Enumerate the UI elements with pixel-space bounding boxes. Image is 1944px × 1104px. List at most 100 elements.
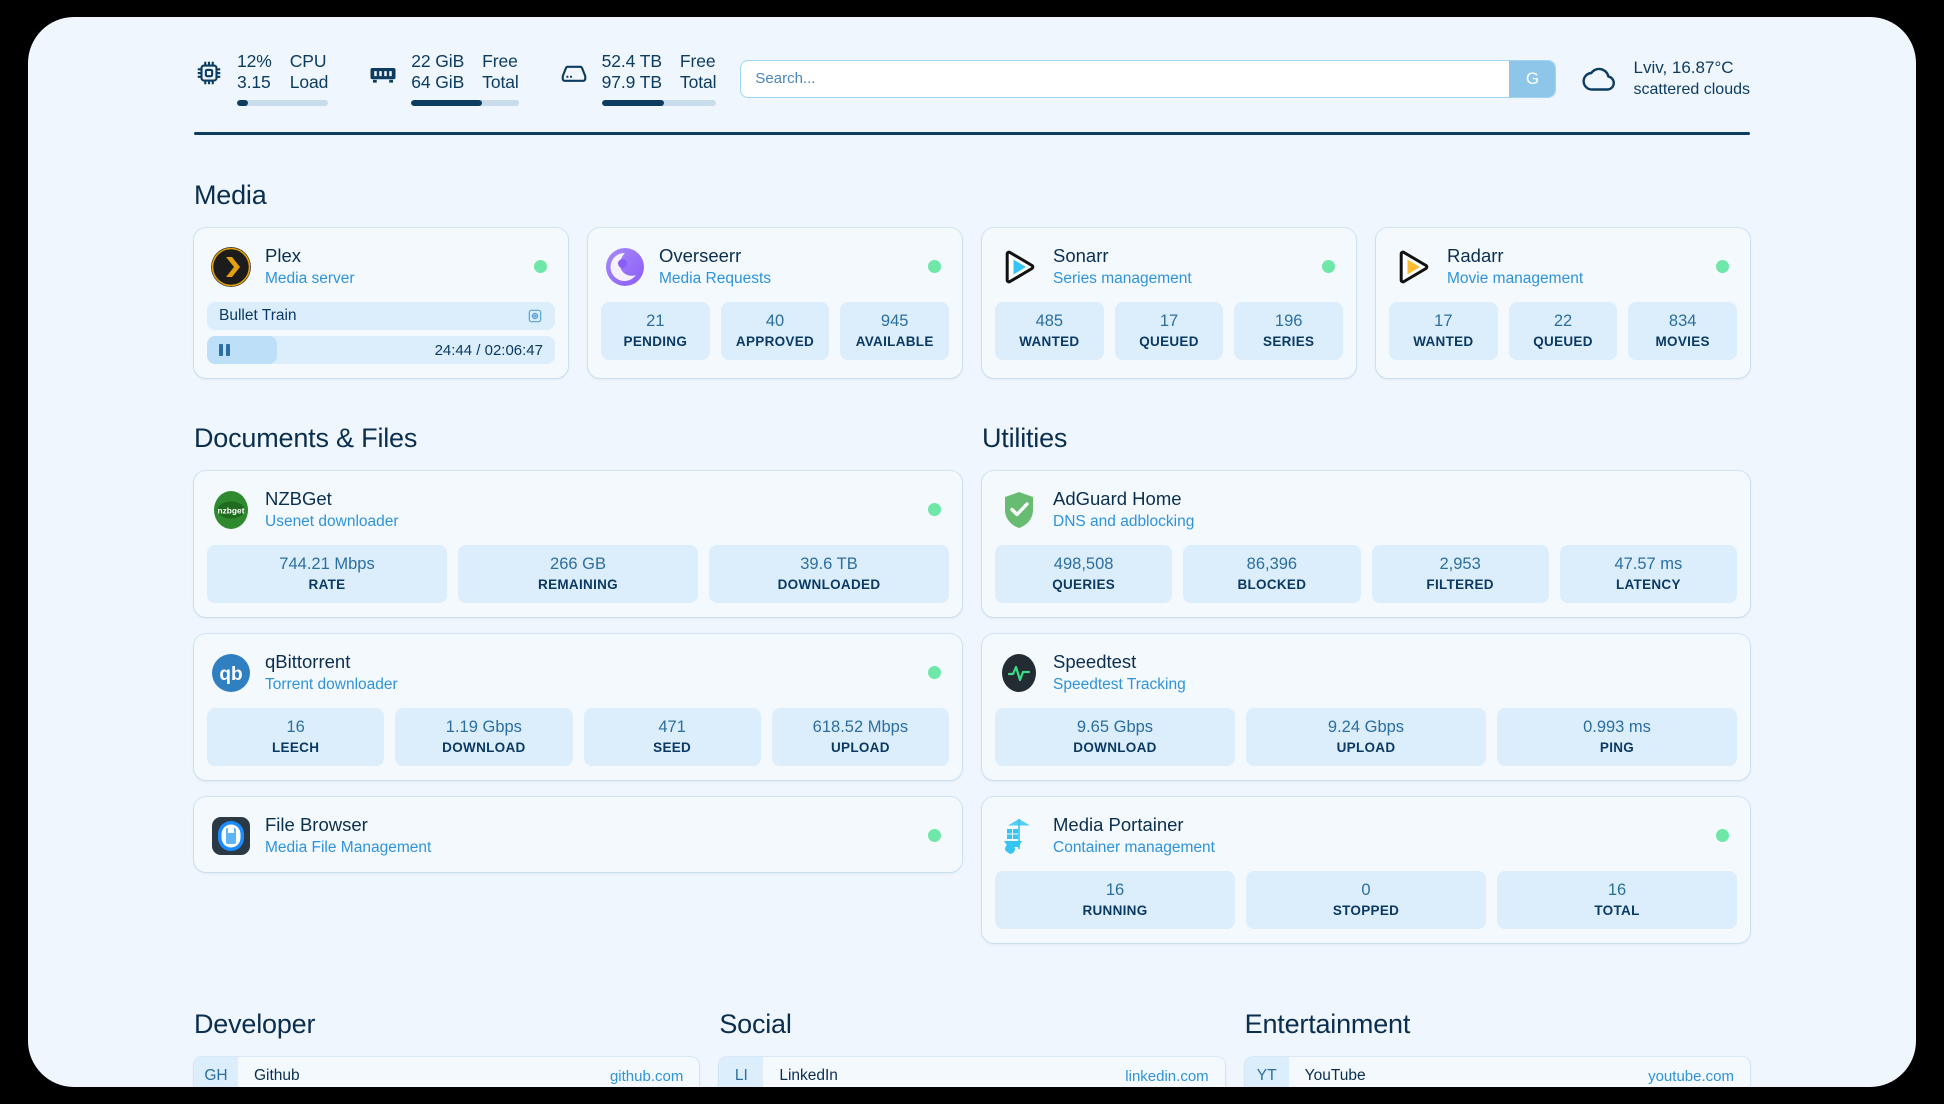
disk-free-value: 52.4 TB — [601, 51, 662, 71]
app-card-qbittorrent[interactable]: qb qBittorrent Torrent downloader 16 LEE… — [194, 634, 962, 780]
search-area: G — [716, 59, 1580, 98]
playback-time: 24:44 / 02:06:47 — [434, 341, 543, 359]
cpu-label-bottom: Load — [289, 72, 329, 92]
now-playing-title: Bullet Train — [219, 307, 297, 324]
app-name: Media Portainer — [1053, 814, 1184, 835]
dashboard-page: 12% 3.15 CPU Load — [28, 17, 1916, 1087]
app-card-radarr[interactable]: Radarr Movie management 17 WANTED 22 QUE… — [1376, 228, 1750, 378]
disk-label-bottom: Total — [679, 72, 717, 92]
stat-tile: 618.52 Mbps UPLOAD — [771, 708, 949, 766]
memory-usage-bar — [411, 100, 519, 106]
stat-tile: 834 MOVIES — [1628, 302, 1738, 360]
overseerr-icon — [605, 247, 645, 287]
app-name: Radarr — [1447, 245, 1504, 266]
section-title-utilities: Utilities — [982, 423, 1068, 453]
stat-value: 9.65 Gbps — [1076, 718, 1154, 736]
stat-tile: 2,953 FILTERED — [1371, 545, 1549, 603]
disk-total-value: 97.9 TB — [601, 72, 662, 92]
disk-usage-bar — [601, 100, 717, 106]
stat-label: TOTAL — [1594, 903, 1640, 918]
bookmark-group-developer: Developer GH Github github.com SO StackO… — [194, 1009, 700, 1087]
stat-label: MOVIES — [1655, 334, 1710, 349]
status-dot-online — [928, 260, 941, 273]
app-name: NZBGet — [265, 488, 332, 509]
status-dot-online — [1322, 260, 1335, 273]
disk-label-top: Free — [679, 51, 716, 71]
section-media: Media Plex Medi — [194, 180, 1750, 378]
stat-label: FILTERED — [1426, 577, 1494, 592]
stat-value: 17 — [1434, 312, 1453, 330]
stat-tile: 945 AVAILABLE — [840, 302, 950, 360]
app-subtitle: Container management — [1053, 839, 1215, 856]
stat-label: SEED — [653, 740, 692, 755]
stat-tile: 47.57 ms LATENCY — [1559, 545, 1737, 603]
stat-label: APPROVED — [735, 334, 815, 349]
stat-value: 16 — [1105, 881, 1125, 899]
status-dot-online — [928, 666, 941, 679]
stat-value: 40 — [765, 312, 785, 330]
bookmark-abbr: GH — [194, 1057, 238, 1087]
app-name: File Browser — [265, 814, 368, 835]
stat-tile: 196 SERIES — [1234, 302, 1344, 360]
stat-tile: 0.993 ms PING — [1497, 708, 1737, 766]
section-utilities: Utilities AdGuard Home DNS and adblocki — [982, 423, 1750, 943]
app-name: Sonarr — [1053, 245, 1109, 266]
app-subtitle: Media server — [265, 270, 355, 287]
stat-label: QUEUED — [1139, 334, 1199, 349]
stat-value: 834 — [1668, 312, 1697, 330]
search-input[interactable] — [741, 60, 1510, 97]
app-card-speedtest[interactable]: Speedtest Speedtest Tracking 9.65 Gbps D… — [982, 634, 1750, 780]
section-documents: Documents & Files nzbget NZBGet — [194, 423, 962, 872]
cpu-label-top: CPU — [289, 51, 327, 71]
bookmarks-area: Developer GH Github github.com SO StackO… — [194, 1009, 1750, 1087]
bookmark-item[interactable]: YT YouTube youtube.com — [1244, 1057, 1750, 1087]
search-engine-button[interactable]: G — [1509, 60, 1556, 97]
app-card-adguard-home[interactable]: AdGuard Home DNS and adblocking 498,508 … — [982, 471, 1750, 617]
status-dot-online — [1716, 260, 1729, 273]
stat-value: 1.19 Gbps — [445, 718, 522, 736]
stat-tile: 471 SEED — [583, 708, 761, 766]
app-card-media-portainer[interactable]: Media Portainer Container management 16 … — [982, 797, 1750, 943]
cast-icon[interactable] — [527, 308, 543, 324]
app-card-overseerr[interactable]: Overseerr Media Requests 21 PENDING 40 A… — [588, 228, 962, 378]
app-card-sonarr[interactable]: Sonarr Series management 485 WANTED 17 Q… — [982, 228, 1356, 378]
memory-total-value: 64 GiB — [411, 72, 465, 92]
app-name: Plex — [265, 245, 301, 266]
svg-text:qb: qb — [219, 664, 242, 685]
stat-value: 0 — [1361, 881, 1371, 899]
app-subtitle: Movie management — [1447, 270, 1584, 287]
stat-value: 744.21 Mbps — [279, 555, 375, 573]
bookmark-name: Github — [254, 1067, 300, 1084]
stat-label: PING — [1599, 740, 1635, 755]
stat-label: DOWNLOAD — [442, 740, 526, 755]
bookmark-url: github.com — [609, 1067, 684, 1085]
stat-tile: 266 GB REMAINING — [458, 545, 698, 603]
bookmark-group-entertainment: Entertainment YT YouTube youtube.com NF … — [1244, 1009, 1750, 1087]
nzbget-icon: nzbget — [211, 490, 251, 530]
stat-value: 618.52 Mbps — [812, 718, 909, 736]
bookmark-group-title: Entertainment — [1244, 1009, 1411, 1039]
stat-tile: 1.19 Gbps DOWNLOAD — [395, 708, 573, 766]
stat-label: UPLOAD — [830, 740, 890, 755]
stat-tile: 9.24 Gbps UPLOAD — [1246, 708, 1486, 766]
stat-value: 0.993 ms — [1583, 718, 1651, 736]
stat-label: LATENCY — [1615, 577, 1681, 592]
playback-progress-bar[interactable]: 24:44 / 02:06:47 — [207, 336, 555, 364]
pause-icon[interactable] — [219, 344, 230, 356]
app-subtitle: Series management — [1053, 270, 1192, 287]
resource-cpu: 12% 3.15 CPU Load — [194, 51, 328, 106]
app-card-plex[interactable]: Plex Media server Bullet Train — [194, 228, 568, 378]
bookmark-item[interactable]: GH Github github.com — [194, 1057, 700, 1087]
bookmark-item[interactable]: LI LinkedIn linkedin.com — [719, 1057, 1225, 1087]
app-card-nzbget[interactable]: nzbget NZBGet Usenet downloader 744.21 M… — [194, 471, 962, 617]
app-card-file-browser[interactable]: File Browser Media File Management — [194, 797, 962, 872]
cpu-usage-value: 12% — [237, 51, 272, 71]
memory-free-value: 22 GiB — [411, 51, 465, 71]
search-box[interactable]: G — [740, 59, 1557, 98]
stat-tile: 17 QUEUED — [1114, 302, 1224, 360]
app-name: Overseerr — [659, 245, 742, 266]
stat-tile: 21 PENDING — [601, 302, 710, 360]
status-dot-online — [928, 829, 941, 842]
stat-value: 9.24 Gbps — [1327, 718, 1405, 736]
header-divider — [194, 132, 1750, 135]
